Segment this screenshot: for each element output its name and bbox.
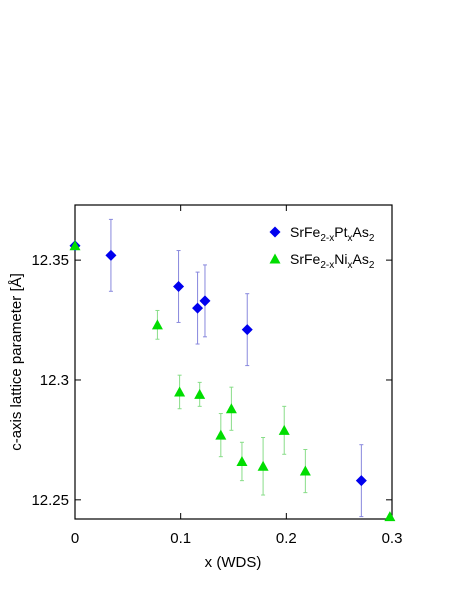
legend-text-part: As — [352, 251, 368, 267]
legend-text-part: SrFe — [290, 251, 321, 267]
pt-data-point — [241, 324, 253, 336]
y-axis-title: c-axis lattice parameter [Å] — [8, 273, 25, 451]
y-tick-label: 12.3 — [40, 372, 69, 389]
legend-subscript: 2-x — [320, 260, 334, 271]
legend-text-part: Ni — [334, 251, 347, 267]
ni-data-point — [299, 465, 311, 476]
x-tick-label: 0 — [71, 530, 79, 547]
ni-data-point — [151, 319, 163, 330]
ni-data-point — [194, 388, 206, 399]
pt-data-point — [192, 302, 204, 314]
ni-data-point — [215, 429, 227, 440]
legend-subscript: 2 — [369, 260, 375, 271]
ni-data-point — [236, 455, 248, 466]
y-tick-label: 12.25 — [31, 492, 69, 509]
legend-marker-diamond — [269, 226, 281, 238]
y-axis-ticks: 12.25 12.3 12.35 — [31, 252, 392, 509]
legend-subscript: 2-x — [320, 233, 334, 244]
legend-marker-triangle — [269, 253, 281, 264]
x-axis-title: x (WDS) — [205, 554, 262, 571]
ni-data-point — [225, 403, 237, 414]
x-tick-label: 0.2 — [276, 530, 297, 547]
pt-data-point — [105, 249, 117, 261]
legend-text-part: As — [352, 224, 368, 240]
legend-text-part: SrFe — [290, 224, 321, 240]
ni-data-point — [257, 460, 269, 471]
plot-frame — [74, 204, 393, 520]
y-tick-label: 12.35 — [31, 252, 69, 269]
legend-subscript: x — [347, 260, 352, 271]
x-tick-label: 0.3 — [382, 530, 403, 547]
pt-data-point — [199, 295, 211, 307]
ni-data-point — [278, 424, 290, 435]
legend-text-part: Pt — [334, 224, 347, 240]
pt-data-point — [173, 280, 185, 292]
legend-label: SrFe2-xPtxAs2 — [290, 224, 375, 244]
x-tick-label: 0.1 — [170, 530, 191, 547]
legend-label: SrFe2-xNixAs2 — [290, 251, 375, 271]
data-markers — [69, 240, 396, 522]
ni-data-point — [69, 240, 81, 251]
ni-data-point — [174, 386, 186, 397]
pt-data-point — [355, 475, 367, 487]
legend-subscript: 2 — [369, 233, 375, 244]
legend-subscript: x — [347, 233, 352, 244]
ni-data-point — [384, 511, 396, 522]
